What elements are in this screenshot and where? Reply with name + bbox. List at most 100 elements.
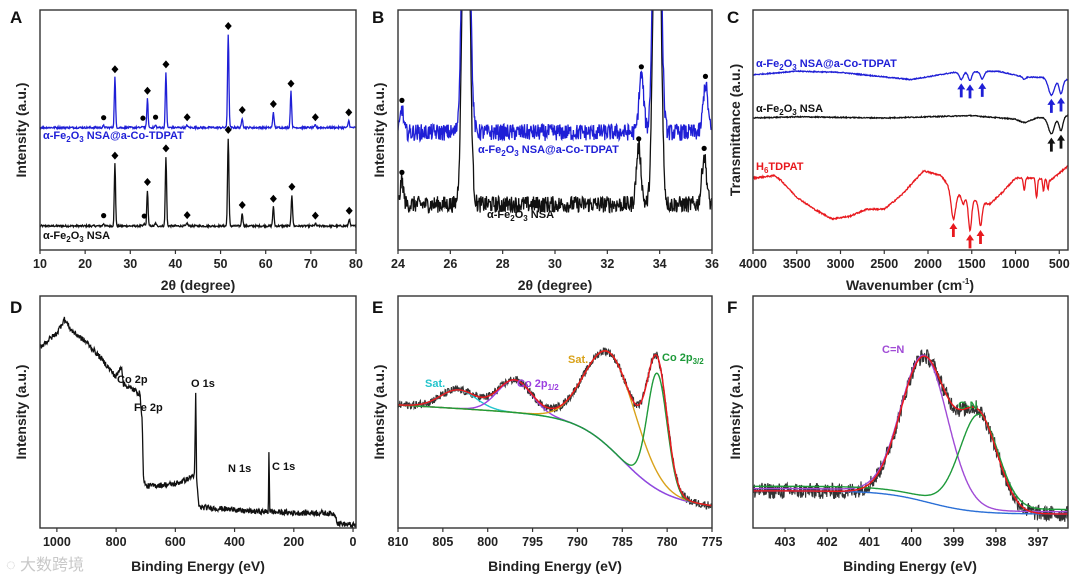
panel-b-label-nsa: α-Fe2O3 NSA [487, 209, 554, 223]
panel-d-label-c1s: C 1s [272, 461, 295, 473]
series-line-0 [40, 138, 356, 230]
panel-f-label-cn-double: C=N [882, 344, 904, 356]
panel-e-label-co2p12: Co 2p1/2 [517, 378, 559, 392]
diamond-marker [183, 211, 191, 220]
panel-letter-a: A [10, 8, 22, 27]
panel-a-label-composite: α-Fe2O3 NSA@a-Co-TDPAT [43, 130, 184, 144]
arrow-up-icon [949, 222, 958, 237]
circle-marker [636, 136, 642, 142]
panel-letter-d: D [10, 298, 22, 317]
panel-e-xlabel: Binding Energy (eV) [488, 558, 622, 574]
x-tick-label: 399 [943, 535, 964, 549]
panel-d-label-o1s: O 1s [191, 378, 215, 390]
x-tick-label: 600 [165, 535, 186, 549]
arrow-up-icon [957, 83, 966, 98]
series-line-0 [753, 69, 1068, 97]
panel-c-label-nsa: α-Fe2O3 NSA [756, 103, 823, 117]
x-tick-label: 24 [391, 257, 405, 271]
diamond-marker [269, 100, 277, 108]
arrow-up-icon [966, 84, 974, 99]
diamond-marker [311, 211, 319, 220]
panel-f-xlabel: Binding Energy (eV) [843, 558, 977, 574]
panel-c-plot [753, 69, 1068, 233]
x-tick-label: 36 [705, 257, 719, 271]
x-tick-label: 403 [775, 535, 796, 549]
panel-c-label-h6tdpat: H6TDPAT [756, 161, 804, 175]
envelope-fit-line [398, 350, 712, 507]
panel-c-label-composite: α-Fe2O3 NSA@a-Co-TDPAT [756, 58, 897, 72]
series-line-1 [40, 34, 356, 131]
x-tick-label: 3500 [783, 257, 811, 271]
diamond-marker [143, 177, 151, 186]
x-tick-label: 20 [78, 257, 92, 271]
component-line-2 [398, 350, 712, 507]
x-tick-label: 3000 [827, 257, 855, 271]
panel-e-ylabel: Intensity (a.u.) [371, 365, 387, 460]
panel-b-label-composite: α-Fe2O3 NSA@a-Co-TDPAT [478, 144, 619, 158]
x-tick-label: 785 [612, 535, 633, 549]
x-tick-label: 30 [123, 257, 137, 271]
diamond-marker [238, 201, 246, 210]
x-tick-label: 30 [548, 257, 562, 271]
panel-e-label-co2p32: Co 2p3/2 [662, 352, 704, 366]
panel-letter-f: F [727, 298, 737, 317]
watermark-logo: ◌ 大数跨境 [6, 555, 84, 574]
x-tick-label: 401 [859, 535, 880, 549]
circle-marker [101, 213, 107, 219]
circle-marker [638, 64, 644, 70]
arrow-up-icon [978, 82, 987, 97]
panel-e-frame [397, 295, 713, 529]
panel-f-plot [753, 349, 1068, 522]
panel-d-label-fe2p: Fe 2p [134, 402, 163, 414]
x-tick-label: 500 [1049, 257, 1070, 271]
x-tick-label: 400 [224, 535, 245, 549]
x-tick-label: 800 [106, 535, 127, 549]
diamond-marker [345, 206, 353, 215]
arrow-up-icon [966, 234, 974, 249]
diamond-marker [111, 65, 119, 74]
panel-e-label-sat1: Sat. [425, 378, 445, 390]
panel-d-label-n1s: N 1s [228, 463, 251, 475]
x-tick-label: 4000 [739, 257, 767, 271]
x-tick-label: 1000 [1002, 257, 1030, 271]
panel-b-xlabel: 2θ (degree) [518, 277, 592, 293]
panel-d-xlabel: Binding Energy (eV) [131, 558, 265, 574]
x-tick-label: 50 [214, 257, 228, 271]
circle-marker [141, 213, 147, 219]
circle-marker [152, 114, 159, 120]
x-tick-label: 200 [283, 535, 304, 549]
panel-e-plot [398, 347, 712, 510]
panel-a-plot [40, 34, 356, 230]
x-tick-label: 2000 [914, 257, 942, 271]
diamond-marker [224, 125, 232, 134]
panel-a-ylabel: Intensity (a.u.) [13, 83, 29, 178]
series-line-0 [398, 10, 712, 214]
diamond-marker [224, 22, 232, 30]
panel-f-frame [752, 295, 1069, 529]
x-tick-label: 10 [33, 257, 47, 271]
diamond-marker [143, 86, 151, 95]
x-tick-label: 795 [522, 535, 543, 549]
x-tick-label: 60 [259, 257, 273, 271]
series-line-1 [753, 114, 1068, 135]
x-tick-label: 402 [817, 535, 838, 549]
component-line-1 [753, 413, 1068, 511]
x-tick-label: 40 [168, 257, 182, 271]
panel-b-ylabel: Intensity (a.u.) [371, 83, 387, 178]
panel-a-label-nsa: α-Fe2O3 NSA [43, 230, 110, 244]
panel-b-plot [398, 10, 712, 214]
diamond-marker [269, 194, 277, 203]
diamond-marker [311, 113, 319, 122]
panel-letter-e: E [372, 298, 383, 317]
series-line-0 [40, 316, 356, 528]
arrow-up-icon [976, 230, 985, 244]
x-tick-label: 26 [443, 257, 457, 271]
diamond-marker [238, 106, 246, 114]
x-tick-label: 400 [901, 535, 922, 549]
panel-c-frame [752, 9, 1069, 251]
arrow-up-icon [1057, 134, 1065, 149]
x-tick-label: 80 [349, 257, 363, 271]
x-tick-label: 34 [653, 257, 667, 271]
arrow-up-icon [1057, 97, 1065, 112]
